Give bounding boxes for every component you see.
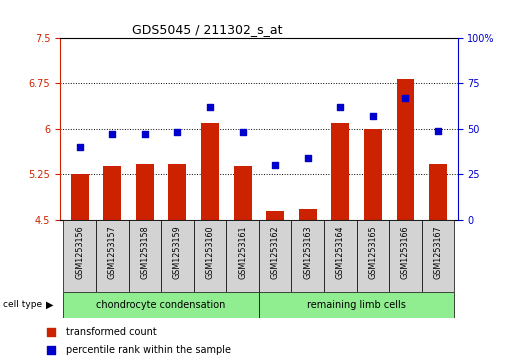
Bar <box>136 164 154 220</box>
Bar <box>63 220 96 292</box>
Text: GSM1253165: GSM1253165 <box>368 225 378 279</box>
Text: remaining limb cells: remaining limb cells <box>307 300 406 310</box>
Bar <box>422 220 454 292</box>
Bar <box>332 123 349 220</box>
Point <box>141 131 149 137</box>
Bar <box>324 220 357 292</box>
Bar <box>96 220 129 292</box>
Bar <box>266 211 284 220</box>
Bar <box>194 220 226 292</box>
Text: GSM1253158: GSM1253158 <box>140 225 150 279</box>
Point <box>206 104 214 110</box>
Bar <box>357 220 389 292</box>
Bar <box>63 292 259 318</box>
Bar <box>389 220 422 292</box>
Bar <box>226 220 259 292</box>
Text: GSM1253157: GSM1253157 <box>108 225 117 279</box>
Text: percentile rank within the sample: percentile rank within the sample <box>66 345 231 355</box>
Text: GSM1253166: GSM1253166 <box>401 225 410 279</box>
Point <box>336 104 345 110</box>
Bar <box>201 123 219 220</box>
Bar <box>104 166 121 220</box>
Text: GDS5045 / 211302_s_at: GDS5045 / 211302_s_at <box>132 23 282 36</box>
Point <box>173 130 181 135</box>
Text: ▶: ▶ <box>46 300 53 310</box>
Bar <box>364 129 382 220</box>
Bar <box>129 220 161 292</box>
Text: transformed count: transformed count <box>66 327 157 337</box>
Bar <box>259 220 291 292</box>
Point <box>271 162 279 168</box>
Text: GSM1253164: GSM1253164 <box>336 225 345 279</box>
Bar <box>168 164 186 220</box>
Bar <box>259 292 454 318</box>
Text: GSM1253156: GSM1253156 <box>75 225 84 279</box>
Point <box>401 95 410 101</box>
Text: GSM1253161: GSM1253161 <box>238 225 247 279</box>
Point <box>434 128 442 134</box>
Bar <box>396 79 414 220</box>
Bar <box>291 220 324 292</box>
Bar <box>71 174 89 220</box>
Point <box>369 113 377 119</box>
Text: GSM1253163: GSM1253163 <box>303 225 312 279</box>
Point <box>47 347 55 353</box>
Point <box>75 144 84 150</box>
Text: GSM1253160: GSM1253160 <box>206 225 214 279</box>
Bar <box>429 164 447 220</box>
Point <box>108 131 117 137</box>
Text: GSM1253162: GSM1253162 <box>271 225 280 279</box>
Bar <box>234 166 252 220</box>
Bar <box>299 209 317 220</box>
Point <box>238 130 247 135</box>
Point <box>303 155 312 161</box>
Text: chondrocyte condensation: chondrocyte condensation <box>96 300 226 310</box>
Point <box>47 329 55 335</box>
Bar <box>161 220 194 292</box>
Text: GSM1253167: GSM1253167 <box>434 225 442 279</box>
Text: cell type: cell type <box>3 301 42 309</box>
Text: GSM1253159: GSM1253159 <box>173 225 182 279</box>
